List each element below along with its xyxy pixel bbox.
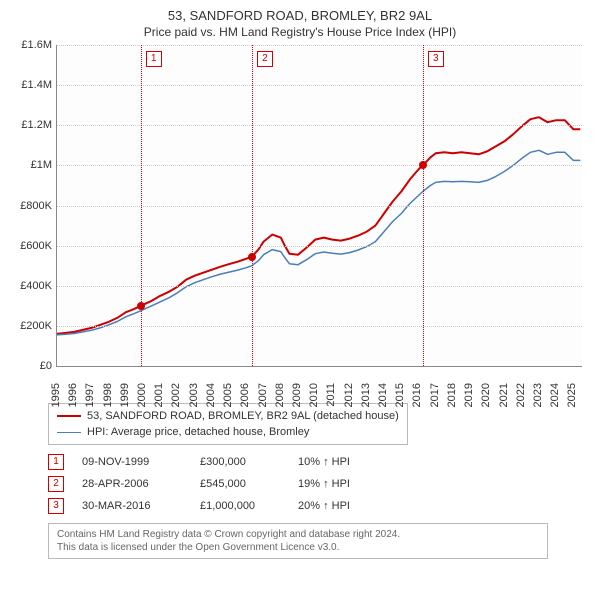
sale-dot: [137, 302, 145, 310]
x-tick-label: 2002: [170, 383, 182, 407]
x-tick-label: 2023: [532, 383, 544, 407]
y-tick-label: £1.4M: [21, 79, 52, 91]
sale-dot: [248, 253, 256, 261]
x-tick-label: 2016: [411, 383, 423, 407]
footer-attribution: Contains HM Land Registry data © Crown c…: [48, 523, 548, 559]
x-tick-label: 2005: [222, 383, 234, 407]
x-tick-label: 2006: [239, 383, 251, 407]
chart-wrap: £0£200K£400K£600K£800K£1M£1.2M£1.4M£1.6M…: [10, 45, 590, 395]
series-line: [57, 117, 580, 334]
footer-line1: Contains HM Land Registry data © Crown c…: [57, 528, 539, 541]
gridline-h: [57, 246, 582, 247]
legend-row: HPI: Average price, detached house, Brom…: [57, 424, 399, 440]
x-tick-label: 2008: [274, 383, 286, 407]
y-tick-label: £800K: [20, 200, 52, 212]
x-tick-label: 2001: [153, 383, 165, 407]
sale-marker-box: 1: [146, 51, 162, 67]
sale-date: 30-MAR-2016: [82, 500, 182, 512]
sale-number-box: 3: [48, 498, 64, 514]
x-tick-label: 2020: [480, 383, 492, 407]
x-tick-label: 2007: [257, 383, 269, 407]
x-tick-label: 2014: [377, 383, 389, 407]
y-tick-label: £400K: [20, 280, 52, 292]
sale-pct: 10% ↑ HPI: [298, 456, 398, 468]
x-tick-label: 2022: [515, 383, 527, 407]
x-tick-label: 2000: [136, 383, 148, 407]
y-tick-label: £1.6M: [21, 39, 52, 51]
x-tick-label: 2018: [446, 383, 458, 407]
y-tick-label: £0: [40, 360, 52, 372]
sale-price: £300,000: [200, 456, 280, 468]
sale-row: 1 09-NOV-1999 £300,000 10% ↑ HPI: [48, 451, 590, 473]
sales-table: 1 09-NOV-1999 £300,000 10% ↑ HPI 2 28-APR-200…: [48, 451, 590, 517]
x-tick-label: 2017: [429, 383, 441, 407]
sale-marker-box: 3: [428, 51, 444, 67]
x-tick-label: 1998: [102, 383, 114, 407]
gridline-h: [57, 45, 582, 46]
x-tick-label: 2024: [549, 383, 561, 407]
x-axis: 1995199619971998199920002001200220032004…: [56, 367, 582, 395]
page-title: 53, SANDFORD ROAD, BROMLEY, BR2 9AL: [10, 8, 590, 23]
legend-row: 53, SANDFORD ROAD, BROMLEY, BR2 9AL (det…: [57, 408, 399, 424]
sale-number-box: 1: [48, 454, 64, 470]
sale-pct: 19% ↑ HPI: [298, 478, 398, 490]
gridline-h: [57, 125, 582, 126]
sale-vline: [252, 45, 253, 366]
legend-label: 53, SANDFORD ROAD, BROMLEY, BR2 9AL (det…: [87, 408, 399, 424]
x-tick-label: 2004: [205, 383, 217, 407]
x-tick-label: 1999: [119, 383, 131, 407]
sale-dot: [419, 161, 427, 169]
sale-marker-box: 2: [257, 51, 273, 67]
gridline-h: [57, 165, 582, 166]
footer-line2: This data is licensed under the Open Gov…: [57, 541, 539, 554]
page-subtitle: Price paid vs. HM Land Registry's House …: [10, 25, 590, 39]
sale-row: 2 28-APR-2006 £545,000 19% ↑ HPI: [48, 473, 590, 495]
chart-page: 53, SANDFORD ROAD, BROMLEY, BR2 9AL Pric…: [0, 0, 600, 590]
sale-vline: [423, 45, 424, 366]
x-tick-label: 2011: [325, 383, 337, 407]
y-tick-label: £1M: [31, 159, 52, 171]
x-tick-label: 2013: [360, 383, 372, 407]
x-tick-label: 2009: [291, 383, 303, 407]
gridline-h: [57, 85, 582, 86]
x-tick-label: 1995: [50, 383, 62, 407]
sale-price: £1,000,000: [200, 500, 280, 512]
sale-price: £545,000: [200, 478, 280, 490]
y-tick-label: £1.2M: [21, 119, 52, 131]
sale-number-box: 2: [48, 476, 64, 492]
sale-row: 3 30-MAR-2016 £1,000,000 20% ↑ HPI: [48, 495, 590, 517]
plot-area: 1 2 3: [56, 45, 582, 367]
y-tick-label: £600K: [20, 240, 52, 252]
sale-vline: [141, 45, 142, 366]
x-tick-label: 1996: [67, 383, 79, 407]
y-tick-label: £200K: [20, 320, 52, 332]
sale-date: 28-APR-2006: [82, 478, 182, 490]
legend-swatch: [57, 432, 81, 433]
gridline-h: [57, 286, 582, 287]
sale-date: 09-NOV-1999: [82, 456, 182, 468]
x-tick-label: 1997: [84, 383, 96, 407]
x-tick-label: 2019: [463, 383, 475, 407]
x-tick-label: 2003: [188, 383, 200, 407]
legend-label: HPI: Average price, detached house, Brom…: [87, 424, 309, 440]
gridline-h: [57, 326, 582, 327]
x-tick-label: 2015: [394, 383, 406, 407]
legend: 53, SANDFORD ROAD, BROMLEY, BR2 9AL (det…: [48, 403, 408, 445]
gridline-h: [57, 206, 582, 207]
x-tick-label: 2021: [498, 383, 510, 407]
x-tick-label: 2012: [343, 383, 355, 407]
x-tick-label: 2025: [566, 383, 578, 407]
x-tick-label: 2010: [308, 383, 320, 407]
legend-swatch: [57, 415, 81, 417]
sale-pct: 20% ↑ HPI: [298, 500, 398, 512]
y-axis: £0£200K£400K£600K£800K£1M£1.2M£1.4M£1.6M: [10, 45, 56, 395]
